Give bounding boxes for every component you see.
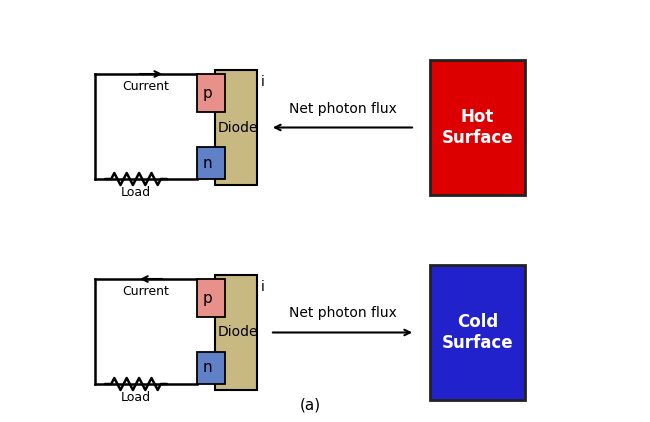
Text: Load: Load [121,186,151,199]
Bar [430,265,525,400]
Bar [215,70,257,185]
Text: Diode: Diode [218,325,258,340]
Text: Cold
Surface: Cold Surface [442,313,514,352]
Text: i: i [261,75,265,89]
Bar [197,352,225,384]
Text: p: p [203,86,213,100]
Text: Load: Load [121,391,151,404]
Text: i: i [261,280,265,294]
Text: Net photon flux: Net photon flux [289,102,396,116]
Bar [197,279,225,317]
Text: Current: Current [123,285,170,298]
Text: n: n [203,155,213,170]
Text: Net photon flux: Net photon flux [289,306,396,320]
Bar [197,74,225,112]
Text: n: n [203,360,213,376]
Bar [430,60,525,195]
Bar [197,147,225,179]
Text: Diode: Diode [218,121,258,135]
Text: p: p [203,290,213,306]
Bar [215,275,257,390]
Text: Current: Current [123,80,170,93]
Text: Hot
Surface: Hot Surface [442,108,514,147]
Text: (a): (a) [300,397,320,412]
